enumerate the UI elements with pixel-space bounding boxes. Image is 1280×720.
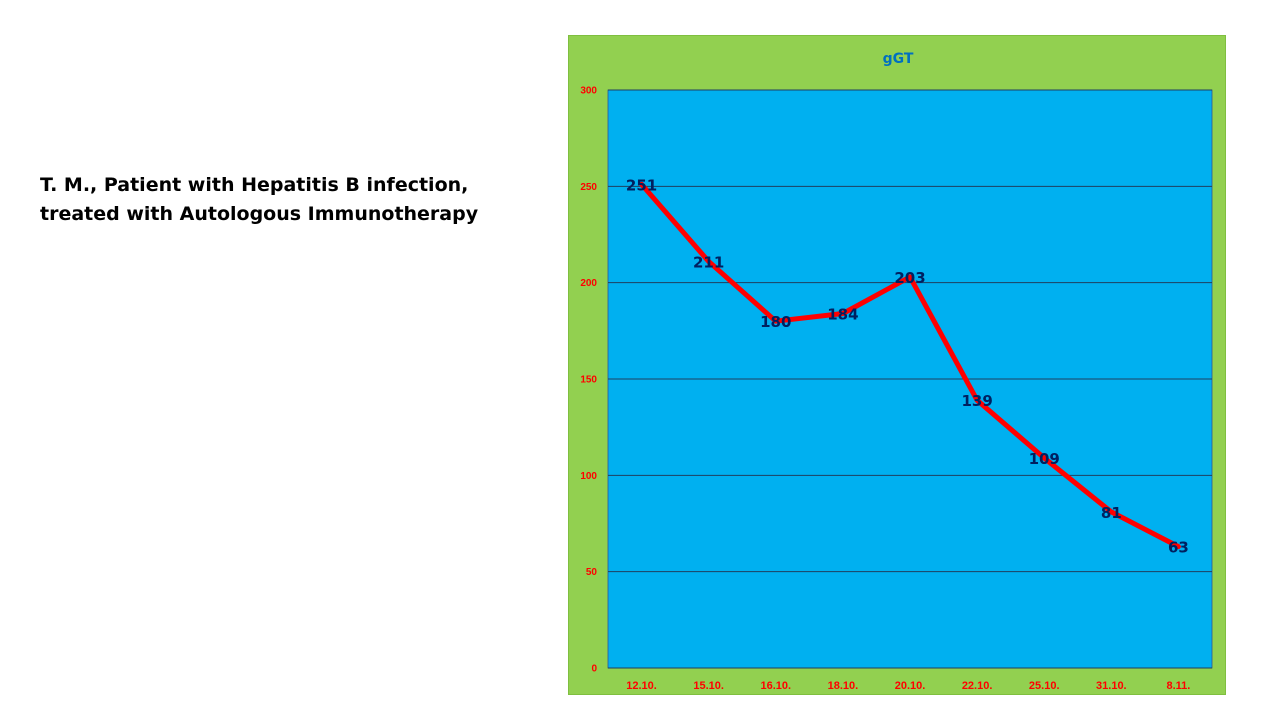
y-tick-label-0: 0: [591, 664, 597, 675]
data-point-2: [774, 319, 778, 323]
data-label-8: 63: [1168, 539, 1189, 557]
data-point-8: [1176, 545, 1180, 549]
x-tick-label-8: 8.11.: [1167, 680, 1191, 692]
data-point-4: [908, 275, 912, 279]
data-point-6: [1042, 456, 1046, 460]
data-point-0: [640, 182, 644, 186]
data-label-7: 81: [1101, 504, 1122, 522]
x-tick-label-7: 31.10.: [1096, 680, 1127, 692]
x-tick-label-2: 16.10.: [760, 680, 791, 692]
data-label-4: 203: [894, 269, 925, 287]
caption-line-1: T. M., Patient with Hepatitis B infectio…: [40, 174, 469, 196]
data-label-0: 251: [626, 176, 657, 194]
data-point-1: [707, 259, 711, 263]
caption-line-2: treated with Autologous Immunotherapy: [40, 203, 479, 225]
data-label-5: 139: [961, 392, 992, 410]
data-label-2: 180: [760, 313, 791, 331]
data-point-7: [1109, 510, 1113, 514]
data-point-3: [841, 311, 845, 315]
chart-frame: 0 50 100 150 200 250 300 12.10. 15.10. 16.10. 18.1…: [568, 35, 1226, 695]
ggt-line-chart: 0 50 100 150 200 250 300 12.10. 15.10. 16.10. 18.1…: [580, 51, 1213, 692]
x-tick-label-5: 22.10.: [962, 680, 993, 692]
data-label-6: 109: [1029, 450, 1060, 468]
data-label-3: 184: [827, 305, 858, 323]
y-tick-label-250: 250: [580, 182, 597, 193]
y-tick-label-200: 200: [580, 278, 597, 289]
data-label-1: 211: [693, 253, 724, 271]
slide-caption: T. M., Patient with Hepatitis B infectio…: [40, 171, 520, 229]
y-tick-label-100: 100: [580, 471, 597, 482]
chart-title: gGT: [883, 51, 914, 67]
y-tick-label-300: 300: [580, 86, 597, 97]
data-point-5: [975, 398, 979, 402]
x-tick-label-4: 20.10.: [895, 680, 926, 692]
x-tick-label-6: 25.10.: [1029, 680, 1060, 692]
x-tick-label-0: 12.10.: [626, 680, 657, 692]
y-tick-label-50: 50: [586, 567, 598, 578]
x-tick-label-1: 15.10.: [693, 680, 724, 692]
y-tick-label-150: 150: [580, 375, 597, 386]
x-tick-label-3: 18.10.: [828, 680, 859, 692]
